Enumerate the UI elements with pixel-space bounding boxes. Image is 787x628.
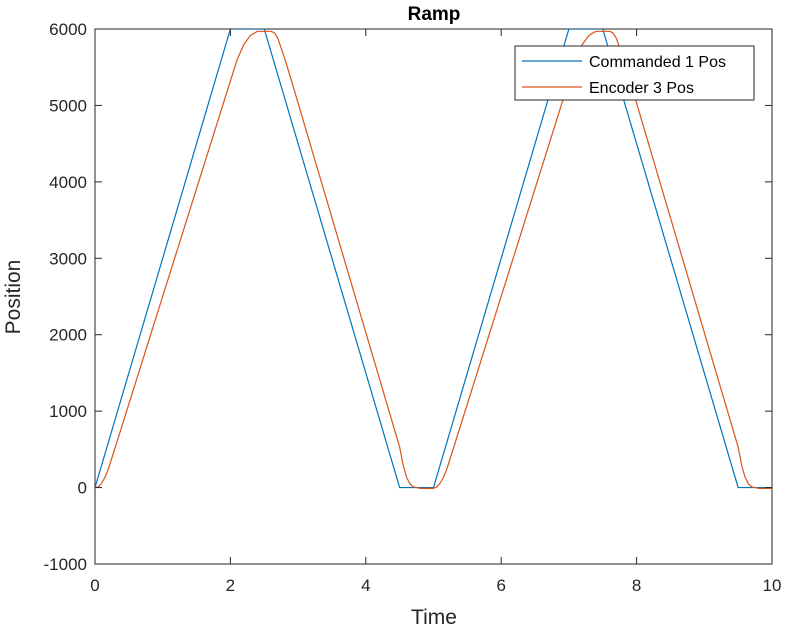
plot-area-box <box>94 28 773 565</box>
x-tick-label: 10 <box>763 576 782 595</box>
y-tick-label: 5000 <box>49 96 87 115</box>
x-tick-label: 6 <box>496 576 505 595</box>
legend: Commanded 1 Pos Encoder 3 Pos <box>514 45 755 101</box>
x-tick-label: 0 <box>90 576 99 595</box>
x-tick-label: 8 <box>632 576 641 595</box>
y-tick-label: 2000 <box>49 326 87 345</box>
y-tick-label: -1000 <box>44 555 87 574</box>
legend-label-2: Encoder 3 Pos <box>589 80 694 97</box>
y-tick-label: 1000 <box>49 402 87 421</box>
y-axis-label: Position <box>2 260 25 335</box>
series-line-1 <box>95 29 772 489</box>
plot-axes <box>94 28 773 565</box>
x-axis-label: Time <box>411 606 457 628</box>
y-tick-label: 3000 <box>49 249 87 268</box>
y-tick-label: 4000 <box>49 173 87 192</box>
y-tick-label: 0 <box>78 479 87 498</box>
x-tick-label: 4 <box>361 576 370 595</box>
legend-box <box>514 45 755 101</box>
chart-title: Ramp <box>408 4 461 25</box>
x-tick-label: 2 <box>226 576 235 595</box>
legend-label-1: Commanded 1 Pos <box>589 54 726 71</box>
y-tick-label: 6000 <box>49 20 87 39</box>
